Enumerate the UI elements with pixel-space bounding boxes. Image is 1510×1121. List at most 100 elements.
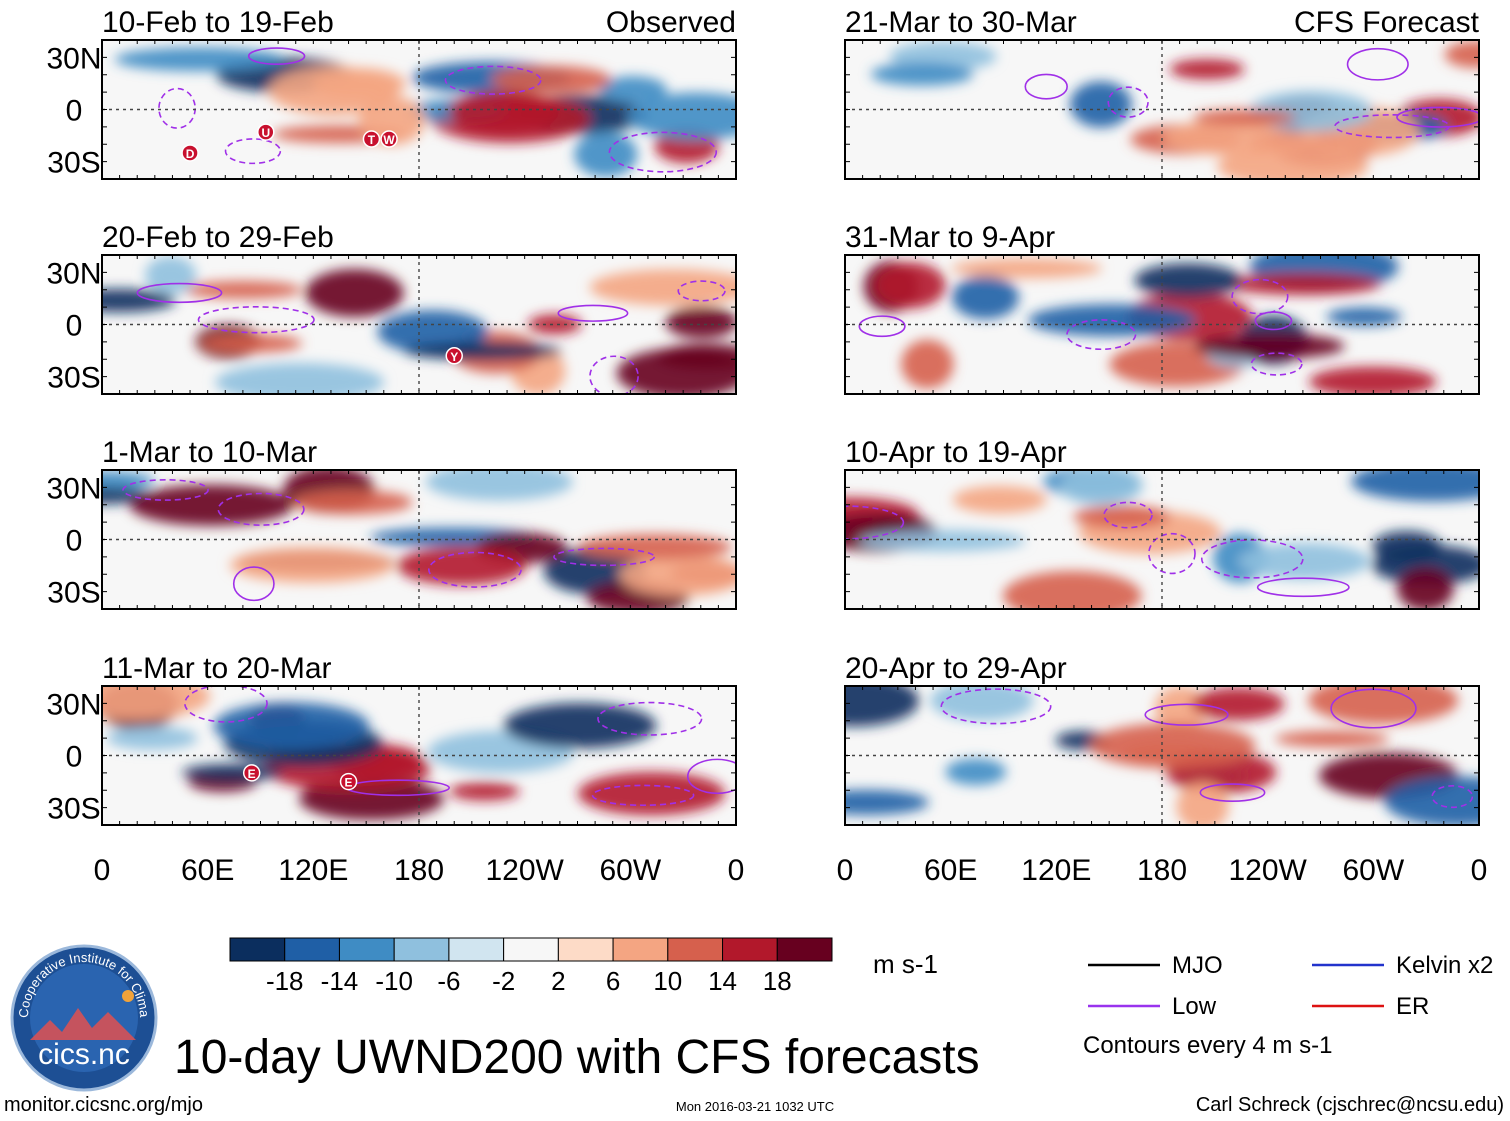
low-contour bbox=[557, 304, 629, 322]
low-contour bbox=[1148, 532, 1196, 575]
y-tick-label: 30S bbox=[47, 793, 100, 826]
low-contour bbox=[1346, 47, 1409, 81]
svg-text:E: E bbox=[345, 776, 353, 790]
svg-text:Y: Y bbox=[450, 350, 458, 364]
low-contour bbox=[1066, 319, 1137, 351]
x-tick-label: 180 bbox=[394, 854, 444, 887]
low-contour bbox=[940, 688, 1052, 725]
panel-date-label: 1-Mar to 10-Mar bbox=[102, 436, 317, 469]
colorbar-swatch bbox=[393, 937, 450, 962]
anomaly-field bbox=[858, 255, 1437, 394]
panel-7: 10-Apr to 19-Apr bbox=[844, 436, 1480, 610]
panel-date-label: 11-Mar to 20-Mar bbox=[102, 652, 332, 685]
low-contour bbox=[1256, 577, 1350, 598]
colorbar-label: -2 bbox=[492, 966, 515, 996]
low-contour bbox=[428, 551, 522, 588]
colorbar: -18 -14 -10 -6 -2 2 6 10 14 18 bbox=[229, 937, 833, 996]
y-tick-label: 30N bbox=[46, 472, 101, 505]
low-contour bbox=[845, 505, 905, 540]
anomaly-field bbox=[845, 686, 1479, 825]
colorbar-swatch bbox=[612, 937, 669, 962]
x-tick-label: 120E bbox=[1021, 854, 1091, 887]
anomaly-field bbox=[114, 47, 736, 178]
low-contour bbox=[158, 87, 196, 129]
colorbar-swatch bbox=[229, 937, 286, 962]
low-contour bbox=[1396, 106, 1479, 128]
svg-text:U: U bbox=[261, 126, 270, 140]
svg-text:D: D bbox=[186, 147, 195, 161]
colorbar-swatch bbox=[338, 937, 395, 962]
svg-text:E: E bbox=[248, 767, 256, 781]
panel-date-label: 31-Mar to 9-Apr bbox=[845, 221, 1055, 254]
legend: MJO Kelvin x2 Low ER bbox=[1088, 952, 1493, 1020]
colorbar-swatch bbox=[667, 937, 724, 962]
y-tick-label: 0 bbox=[66, 310, 83, 343]
legend-entry-low: Low bbox=[1088, 993, 1217, 1020]
colorbar-swatch bbox=[448, 937, 505, 962]
y-tick-label: 0 bbox=[66, 741, 83, 774]
colorbar-swatch bbox=[557, 937, 614, 962]
legend-label: Low bbox=[1172, 993, 1217, 1020]
x-tick-label: 60W bbox=[599, 854, 661, 887]
y-tick-label: 30S bbox=[47, 577, 100, 610]
main-title: 10-day UWND200 with CFS forecasts bbox=[174, 1031, 980, 1084]
colorbar-label: -10 bbox=[375, 966, 413, 996]
y-tick-label: 0 bbox=[66, 95, 83, 128]
x-tick-label: 0 bbox=[837, 854, 854, 887]
anomaly-field bbox=[845, 470, 1479, 609]
colorbar-swatch bbox=[284, 937, 340, 962]
low-contour bbox=[1431, 785, 1474, 809]
y-tick-label: 30N bbox=[46, 688, 101, 721]
low-contour bbox=[1024, 73, 1068, 100]
low-contour bbox=[1250, 352, 1303, 376]
storm-marker: D bbox=[181, 144, 199, 162]
colorbar-label: 6 bbox=[606, 966, 620, 996]
x-tick-label: 120W bbox=[1228, 854, 1307, 887]
svg-text:T: T bbox=[368, 133, 376, 147]
low-contour bbox=[122, 478, 209, 501]
x-tick-label: 60E bbox=[924, 854, 977, 887]
colorbar-swatch bbox=[776, 937, 833, 962]
colorbar-label: 18 bbox=[763, 966, 792, 996]
footer-url: monitor.cicsnc.org/mjo bbox=[4, 1094, 203, 1116]
low-contour bbox=[197, 306, 315, 334]
y-tick-label: 30N bbox=[46, 257, 101, 290]
storm-marker: T bbox=[362, 130, 381, 148]
low-contour bbox=[444, 65, 542, 95]
low-contour bbox=[677, 280, 726, 302]
colorbar-label: -14 bbox=[321, 966, 359, 996]
footer-timestamp: Mon 2016-03-21 1032 UTC bbox=[676, 1099, 834, 1114]
x-tick-label: 120W bbox=[485, 854, 564, 887]
low-contour bbox=[597, 701, 703, 736]
low-contour bbox=[1107, 86, 1149, 118]
anomaly-field bbox=[102, 256, 736, 394]
low-contour bbox=[224, 138, 282, 165]
legend-entry-kelvin-x2: Kelvin x2 bbox=[1312, 952, 1493, 979]
panel-1: 10-Feb to 19-Feb Observed 30N 0 30S D U T W bbox=[46, 6, 737, 180]
colorbar-label: -6 bbox=[437, 966, 460, 996]
logo-text: cics.nc bbox=[38, 1038, 130, 1071]
legend-note: Contours every 4 m s-1 bbox=[1083, 1032, 1332, 1059]
anomaly-field bbox=[102, 470, 736, 609]
low-contour bbox=[858, 315, 906, 338]
x-axes: 0 60E 120E 180 120W 60W 0 0 60E 120E 180 120W 60W 0 bbox=[94, 854, 1488, 887]
storm-marker: E bbox=[339, 772, 358, 791]
panels: 10-Feb to 19-Feb Observed 30N 0 30S D U T W 20-Fe… bbox=[46, 6, 1480, 826]
y-tick-label: 30N bbox=[46, 42, 101, 75]
x-tick-label: 60E bbox=[181, 854, 234, 887]
x-tick-label: 120E bbox=[278, 854, 348, 887]
legend-entry-er: ER bbox=[1312, 993, 1429, 1020]
low-contour bbox=[686, 758, 736, 795]
panel-8: 20-Apr to 29-Apr bbox=[844, 652, 1480, 826]
low-contour bbox=[591, 784, 695, 807]
storm-marker: Y bbox=[445, 347, 463, 365]
panel-date-label: 10-Feb to 19-Feb bbox=[102, 6, 334, 39]
low-contour bbox=[1103, 501, 1153, 529]
low-contour bbox=[136, 282, 223, 304]
colorbar-swatch bbox=[503, 937, 559, 962]
x-tick-label: 0 bbox=[1471, 854, 1488, 887]
low-contour bbox=[1231, 278, 1289, 315]
x-tick-label: 0 bbox=[728, 854, 745, 887]
